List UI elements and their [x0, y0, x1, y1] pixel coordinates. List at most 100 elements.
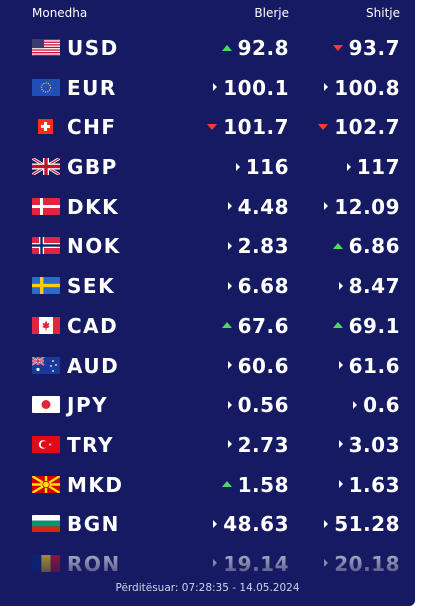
rate-row-chf[interactable]: CHF 101.7 102.7	[0, 108, 415, 148]
trend-down-icon	[332, 44, 343, 51]
rates-list[interactable]: USD 92.8 93.7 EUR 100.1 100.8 CHF 101.7 102.7 GBP…	[0, 29, 415, 585]
buy-rate-value: 4.48	[237, 194, 289, 219]
rate-row-try[interactable]: TRY 2.73 3.03	[0, 426, 415, 466]
buy-rate: 2.83	[227, 234, 289, 259]
dk-flag	[32, 197, 60, 215]
trend-flat-icon	[324, 202, 329, 211]
trend-flat-icon	[338, 480, 343, 489]
trend-flat-icon	[227, 361, 232, 369]
buy-rate-value: 67.6	[237, 313, 289, 338]
ch-flag	[32, 118, 60, 136]
sell-rate-value: 12.09	[334, 194, 400, 219]
sell-rate-value: 102.7	[334, 115, 400, 140]
trend-up-icon	[221, 481, 232, 488]
buy-column-header: Blerje	[254, 6, 289, 20]
trend-flat-icon	[338, 281, 343, 290]
rate-row-nok[interactable]: NOK 2.83 6.86	[0, 227, 415, 267]
trend-up-icon	[332, 322, 343, 329]
trend-flat-icon	[338, 361, 343, 369]
trend-down-icon	[207, 123, 218, 130]
buy-rate: 116	[235, 155, 289, 180]
sell-rate-value: 0.6	[363, 393, 400, 418]
buy-rate: 92.8	[221, 36, 289, 60]
sell-rate: 51.28	[324, 512, 400, 536]
sell-rate: 0.6	[353, 393, 400, 417]
sell-rate: 100.8	[324, 76, 400, 100]
trend-flat-icon	[213, 83, 218, 92]
rate-row-mkd[interactable]: MKD 1.58 1.63	[0, 466, 415, 506]
sell-rate-value: 61.6	[348, 353, 400, 378]
bg-flag	[32, 515, 60, 533]
buy-rate-value: 2.73	[237, 432, 289, 457]
table-header: Monedha Blerje Shitje	[0, 0, 415, 26]
sell-rate-value: 6.86	[348, 234, 400, 259]
rate-row-gbp[interactable]: GBP 116 117	[0, 148, 415, 188]
sell-rate: 3.03	[338, 432, 400, 457]
currency-code: SEK	[67, 274, 116, 299]
currency-code: AUD	[67, 353, 120, 378]
sell-rate: 61.6	[338, 353, 400, 378]
sell-rate: 69.1	[332, 313, 400, 338]
rate-row-aud[interactable]: AUD 60.6 61.6	[0, 347, 415, 387]
sell-rate: 102.7	[318, 115, 400, 139]
rate-row-jpy[interactable]: JPY 0.56 0.6	[0, 386, 415, 426]
sell-rate-value: 69.1	[348, 313, 400, 338]
trend-flat-icon	[235, 162, 240, 171]
sell-rate: 8.47	[338, 274, 400, 298]
buy-rate: 6.68	[227, 274, 289, 298]
trend-flat-icon	[324, 83, 329, 92]
trend-flat-icon	[227, 241, 232, 250]
mk-flag	[32, 475, 60, 493]
buy-rate: 4.48	[227, 194, 289, 219]
rate-row-cad[interactable]: CAD 67.6 69.1	[0, 307, 415, 347]
trend-up-icon	[332, 242, 343, 249]
buy-rate-value: 48.63	[223, 512, 289, 537]
sell-rate: 1.63	[338, 472, 400, 497]
se-flag	[32, 277, 60, 295]
sell-rate-value: 51.28	[334, 512, 400, 537]
trend-down-icon	[318, 123, 329, 130]
rate-row-sek[interactable]: SEK 6.68 8.47	[0, 267, 415, 307]
rate-row-dkk[interactable]: DKK 4.48 12.09	[0, 188, 415, 228]
sell-column-header: Shitje	[366, 6, 400, 20]
buy-rate: 60.6	[227, 353, 289, 378]
trend-up-icon	[221, 322, 232, 329]
rate-row-eur[interactable]: EUR 100.1 100.8	[0, 69, 415, 109]
trend-flat-icon	[353, 400, 358, 409]
sell-rate: 12.09	[324, 195, 400, 219]
buy-rate-value: 116	[245, 155, 289, 180]
buy-rate-value: 100.1	[223, 75, 289, 100]
currency-code: CAD	[67, 313, 119, 338]
currency-code: NOK	[67, 234, 121, 259]
buy-rate: 67.6	[221, 313, 289, 338]
rate-row-usd[interactable]: USD 92.8 93.7	[0, 29, 415, 69]
sell-rate-value: 100.8	[334, 75, 400, 100]
us-flag	[32, 39, 60, 56]
sell-rate: 117	[346, 155, 400, 180]
currency-code: CHF	[67, 115, 117, 140]
buy-rate: 2.73	[227, 432, 289, 457]
sell-rate-value: 1.63	[348, 472, 400, 497]
buy-rate-value: 1.58	[237, 472, 289, 497]
gb-flag	[32, 158, 60, 176]
currency-code: BGN	[67, 512, 120, 537]
trend-flat-icon	[227, 202, 232, 211]
currency-code: USD	[67, 36, 119, 60]
rate-row-bgn[interactable]: BGN 48.63 51.28	[0, 505, 415, 545]
buy-rate-value: 60.6	[237, 353, 289, 378]
buy-rate: 100.1	[213, 76, 289, 100]
buy-rate: 101.7	[207, 115, 289, 139]
sell-rate-value: 117	[356, 155, 400, 180]
currency-code: TRY	[67, 432, 114, 457]
currency-column-header: Monedha	[32, 6, 88, 20]
tr-flag	[32, 435, 60, 453]
no-flag	[32, 237, 60, 255]
trend-flat-icon	[227, 281, 232, 290]
sell-rate-value: 3.03	[348, 432, 400, 457]
buy-rate-value: 2.83	[237, 234, 289, 259]
buy-rate: 1.58	[221, 472, 289, 497]
sell-rate-value: 93.7	[348, 36, 400, 60]
currency-code: DKK	[67, 194, 120, 219]
buy-rate: 48.63	[213, 512, 289, 536]
trend-flat-icon	[213, 519, 218, 528]
